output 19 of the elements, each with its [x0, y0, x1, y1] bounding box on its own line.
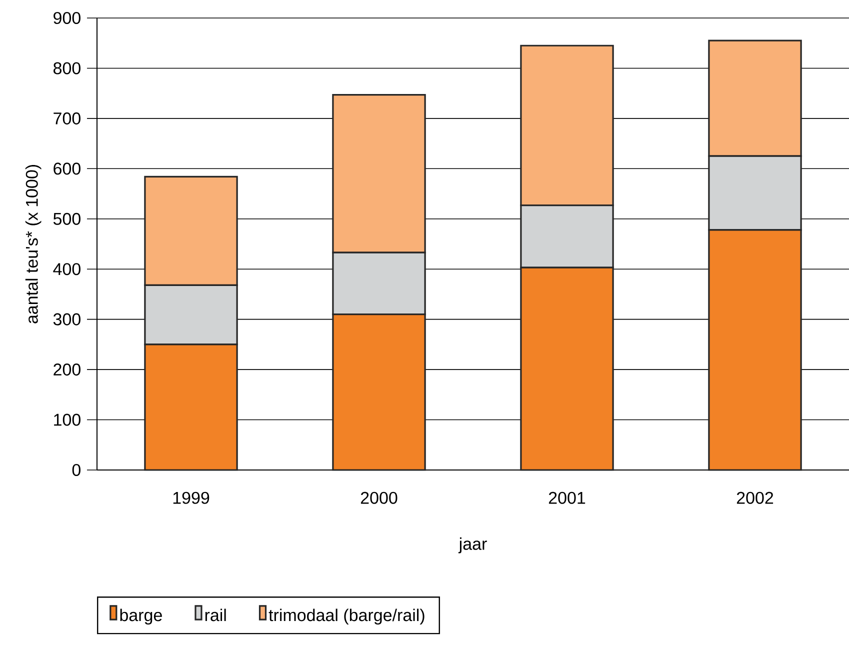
y-tick-label: 400 [53, 263, 80, 276]
x-tick-label: 1999 [173, 492, 210, 504]
y-axis-title: aantal teu's* (x 1000) [25, 165, 42, 324]
x-tick-label: 2000 [360, 492, 398, 504]
x-axis-title: jaar [458, 537, 487, 554]
y-tick-label: 100 [54, 414, 80, 426]
y-tick-label: 300 [53, 313, 80, 326]
legend-label: trimodaal (barge/rail) [268, 608, 424, 625]
y-tick-label: 700 [54, 112, 80, 124]
x-tick-label: 2001 [548, 492, 586, 504]
y-tick-label: 900 [54, 12, 80, 24]
x-tick-label: 2002 [736, 492, 774, 504]
y-tick-label: 0 [72, 464, 80, 476]
y-tick-label: 500 [53, 212, 80, 225]
y-tick-label: 200 [54, 364, 80, 376]
y-tick-label: 800 [54, 62, 80, 74]
legend-label: rail [205, 608, 226, 622]
y-tick-label: 600 [54, 162, 80, 175]
legend-label: barge [120, 608, 162, 625]
